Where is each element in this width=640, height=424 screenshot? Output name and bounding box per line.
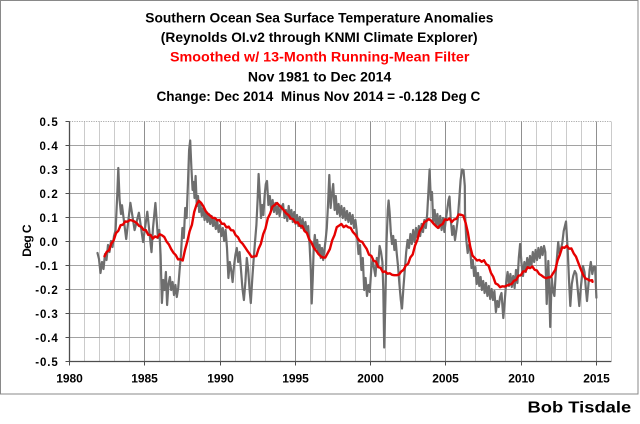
- svg-text:0.5: 0.5: [40, 117, 59, 129]
- svg-text:1980: 1980: [56, 372, 83, 386]
- svg-text:0.2: 0.2: [40, 189, 58, 201]
- svg-text:Change: Dec 2014 Minus Nov 20: Change: Dec 2014 Minus Nov 2014 = -0.128…: [157, 89, 481, 104]
- svg-text:Smoothed w/ 13-Month Running-M: Smoothed w/ 13-Month Running-Mean Filter: [170, 50, 470, 65]
- svg-text:0.0: 0.0: [40, 237, 58, 249]
- svg-text:Southern Ocean Sea Surface Tem: Southern Ocean Sea Surface Temperature A…: [145, 10, 493, 25]
- svg-text:2000: 2000: [357, 372, 384, 386]
- svg-text:0.3: 0.3: [40, 165, 58, 177]
- svg-text:1990: 1990: [207, 372, 234, 386]
- svg-text:2015: 2015: [583, 372, 610, 386]
- svg-text:(Reynolds OI.v2 through KNMI C: (Reynolds OI.v2 through KNMI Climate Exp…: [161, 30, 478, 45]
- svg-text:2005: 2005: [432, 372, 459, 386]
- svg-text:-0.1: -0.1: [35, 261, 58, 273]
- svg-text:Deg C: Deg C: [20, 224, 34, 257]
- svg-text:-0.2: -0.2: [35, 285, 58, 297]
- svg-text:1985: 1985: [131, 372, 158, 386]
- svg-text:Nov 1981 to Dec 2014: Nov 1981 to Dec 2014: [248, 69, 392, 84]
- svg-text:Bob Tisdale: Bob Tisdale: [528, 400, 632, 417]
- svg-text:-0.4: -0.4: [35, 333, 58, 345]
- svg-text:1995: 1995: [282, 372, 309, 386]
- svg-text:0.1: 0.1: [40, 213, 59, 225]
- svg-text:0.4: 0.4: [40, 141, 59, 153]
- svg-text:-0.3: -0.3: [35, 309, 58, 321]
- svg-text:2010: 2010: [508, 372, 535, 386]
- svg-text:-0.5: -0.5: [35, 357, 58, 369]
